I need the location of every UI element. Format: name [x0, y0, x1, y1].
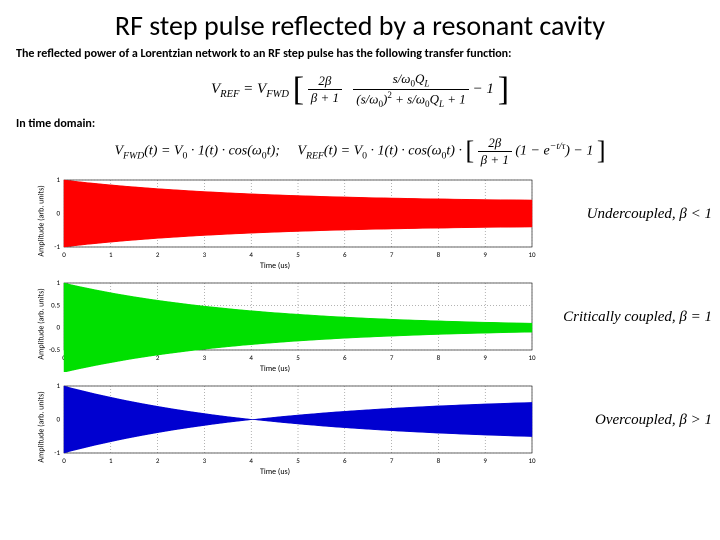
plot-critical: 012345678910-0.500.51	[30, 277, 540, 372]
plot-overcoupled: 012345678910-101	[30, 380, 540, 475]
svg-text:0: 0	[56, 208, 60, 217]
svg-text:3: 3	[203, 456, 207, 465]
svg-text:0: 0	[56, 414, 60, 423]
svg-text:0.5: 0.5	[51, 300, 60, 309]
plots-container: Amplitude (arb. units) 012345678910-101 …	[0, 174, 720, 475]
svg-text:8: 8	[437, 250, 441, 259]
x-axis-label: Time (us)	[260, 467, 290, 477]
svg-text:0: 0	[56, 322, 60, 331]
y-axis-label: Amplitude (arb. units)	[37, 288, 47, 359]
svg-text:8: 8	[437, 456, 441, 465]
time-domain-label: In time domain:	[0, 113, 720, 133]
svg-text:6: 6	[343, 456, 347, 465]
svg-text:6: 6	[343, 250, 347, 259]
svg-text:9: 9	[483, 456, 487, 465]
subtitle-text: The reflected power of a Lorentzian netw…	[0, 47, 720, 67]
svg-text:-1: -1	[54, 242, 60, 251]
svg-text:8: 8	[437, 353, 441, 362]
svg-text:3: 3	[203, 250, 207, 259]
y-axis-label: Amplitude (arb. units)	[37, 391, 47, 462]
coupling-label-overcoupled: Overcoupled, β > 1	[595, 412, 712, 429]
svg-text:4: 4	[249, 250, 253, 259]
svg-text:-0.5: -0.5	[49, 345, 60, 354]
plot-row-critical: Amplitude (arb. units) 012345678910-0.50…	[30, 277, 720, 372]
svg-text:2: 2	[156, 250, 160, 259]
svg-text:5: 5	[296, 250, 300, 259]
coupling-label-critical: Critically coupled, β = 1	[563, 309, 712, 326]
svg-text:5: 5	[296, 456, 300, 465]
svg-text:6: 6	[343, 353, 347, 362]
svg-text:1: 1	[56, 381, 60, 390]
svg-text:9: 9	[483, 353, 487, 362]
plot-undercoupled: 012345678910-101	[30, 174, 540, 269]
svg-text:10: 10	[528, 456, 536, 465]
svg-text:-1: -1	[54, 448, 60, 457]
svg-text:0: 0	[62, 250, 66, 259]
page-title: RF step pulse reflected by a resonant ca…	[0, 0, 720, 47]
coupling-label-undercoupled: Undercoupled, β < 1	[587, 206, 712, 223]
svg-text:1: 1	[109, 250, 113, 259]
svg-text:1: 1	[56, 278, 60, 287]
svg-text:4: 4	[249, 353, 253, 362]
time-domain-formula: VFWD(t) = V0 · 1(t) · cos(ω0t); VREF(t) …	[0, 133, 720, 174]
plot-row-undercoupled: Amplitude (arb. units) 012345678910-101 …	[30, 174, 720, 269]
x-axis-label: Time (us)	[260, 364, 290, 374]
svg-text:7: 7	[390, 456, 394, 465]
x-axis-label: Time (us)	[260, 261, 290, 271]
svg-text:3: 3	[203, 353, 207, 362]
svg-text:5: 5	[296, 353, 300, 362]
svg-text:7: 7	[390, 250, 394, 259]
svg-text:4: 4	[249, 456, 253, 465]
svg-text:10: 10	[528, 250, 536, 259]
plot-row-overcoupled: Amplitude (arb. units) 012345678910-101 …	[30, 380, 720, 475]
transfer-function-formula: VREF = VFWD [ 2ββ + 1 s/ω0QL (s/ω0)2 + s…	[0, 67, 720, 113]
svg-text:1: 1	[56, 175, 60, 184]
svg-text:1: 1	[109, 456, 113, 465]
svg-text:2: 2	[156, 456, 160, 465]
svg-text:10: 10	[528, 353, 536, 362]
svg-text:9: 9	[483, 250, 487, 259]
svg-text:7: 7	[390, 353, 394, 362]
svg-text:0: 0	[62, 456, 66, 465]
y-axis-label: Amplitude (arb. units)	[37, 185, 47, 256]
